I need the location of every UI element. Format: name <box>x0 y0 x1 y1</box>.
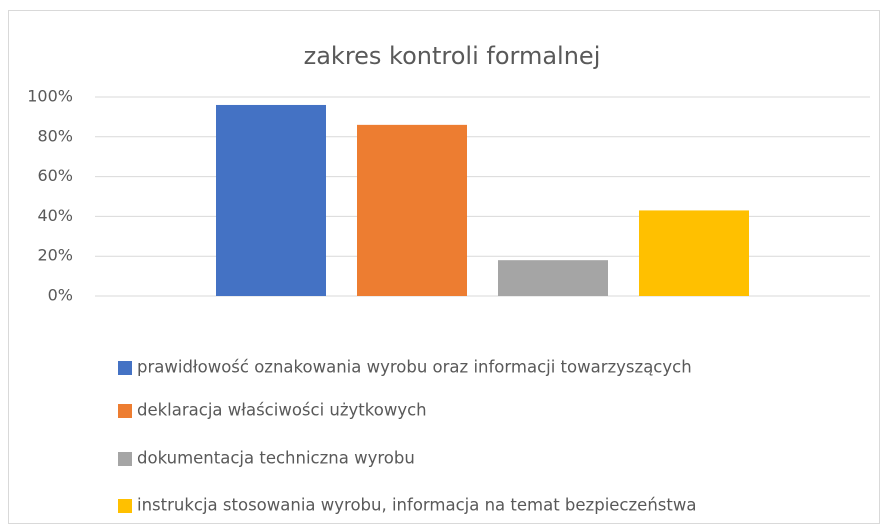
legend-label: instrukcja stosowania wyrobu, informacja… <box>137 496 696 515</box>
legend-swatch <box>118 452 132 466</box>
bar <box>216 104 326 297</box>
y-tick-label: 60% <box>37 166 73 185</box>
y-tick-label: 40% <box>37 206 73 225</box>
legend-swatch <box>118 361 132 375</box>
legend-label: prawidłowość oznakowania wyrobu oraz inf… <box>137 358 692 377</box>
y-tick-label: 80% <box>37 126 73 145</box>
y-tick-label: 100% <box>27 87 73 106</box>
bar <box>357 124 467 296</box>
y-tick-label: 0% <box>48 286 73 305</box>
bar <box>639 210 749 296</box>
bar <box>498 260 608 296</box>
legend-label: dokumentacja techniczna wyrobu <box>137 449 415 468</box>
legend-swatch <box>118 499 132 513</box>
legend-label: deklaracja właściwości użytkowych <box>137 401 427 420</box>
legend-swatch <box>118 404 132 418</box>
y-tick-label: 20% <box>37 246 73 265</box>
chart-title: zakres kontroli formalnej <box>304 42 601 70</box>
